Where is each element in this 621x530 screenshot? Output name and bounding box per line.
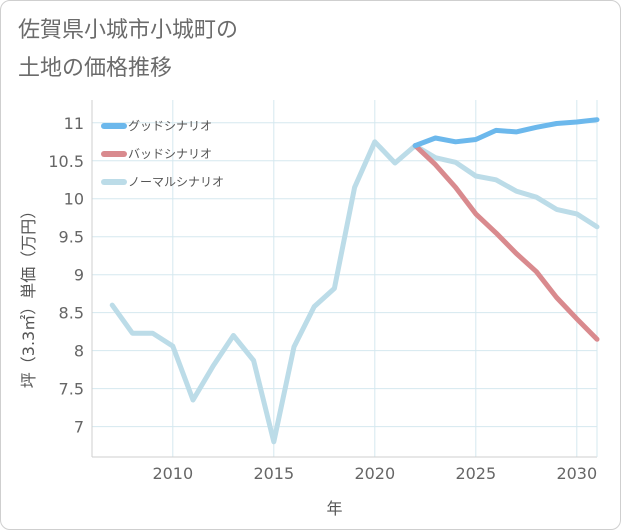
legend-label-good: グッドシナリオ [128, 119, 212, 133]
chart-title: 佐賀県小城市小城町の 土地の価格推移 [18, 18, 239, 81]
y-tick-label: 8.5 [59, 304, 84, 323]
y-tick-label: 9.5 [59, 228, 84, 247]
y-tick-label: 8 [74, 342, 84, 361]
good-scenario-line [412, 117, 600, 149]
x-tick-label: 2030 [556, 464, 597, 483]
x-tick-label: 2025 [455, 464, 496, 483]
y-tick-label: 10.5 [48, 152, 84, 171]
x-tick-label: 2010 [152, 464, 193, 483]
x-tick-label: 2015 [253, 464, 294, 483]
y-tick-label: 11 [64, 114, 84, 133]
y-tick-label: 7 [74, 418, 84, 437]
normal-scenario-line [109, 139, 600, 445]
y-tick-label: 9 [74, 266, 84, 285]
series-lines [109, 117, 600, 445]
legend-label-bad: バッドシナリオ [128, 147, 212, 161]
y-tick-label: 7.5 [59, 380, 84, 399]
bad-scenario-line [412, 143, 600, 342]
x-axis-label: 年 [326, 499, 342, 518]
axes [91, 100, 598, 458]
x-tick-label: 2020 [354, 464, 395, 483]
legend-label-normal: ノーマルシナリオ [128, 175, 224, 189]
y-axis-label: 坪（3.3㎡）単価（万円） [19, 203, 38, 388]
tick-labels: 7 7.5 8 8.5 9 9.5 10 10.5 11 2010 2015 2020 2025 2030 [48, 114, 597, 483]
y-tick-label: 10 [64, 190, 84, 209]
